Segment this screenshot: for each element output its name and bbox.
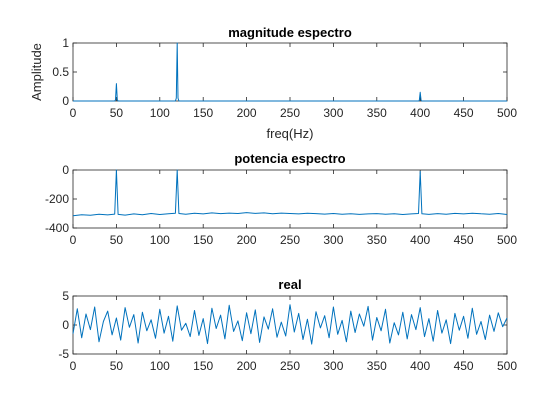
y-tick-label: 5 (62, 289, 69, 303)
series-group (72, 169, 508, 217)
x-tick-label: 300 (323, 359, 343, 373)
x-tick-label: 500 (497, 106, 517, 120)
x-tick-label: 450 (454, 359, 474, 373)
x-tick-label: 250 (280, 233, 300, 247)
subplot-potencia-espectro: potencia espectro 0 50 100 150 200 250 300 350 4… (45, 151, 517, 247)
series-line (72, 304, 508, 345)
x-axis-label: freq(Hz) (267, 126, 314, 141)
x-tick-label: 500 (497, 233, 517, 247)
y-tick-label: -5 (58, 347, 69, 361)
y-tick-label: 0.5 (52, 65, 69, 79)
x-tick-label: 400 (410, 106, 430, 120)
y-tick-label: 0 (62, 318, 69, 332)
x-ticks: 0 50 100 150 200 250 300 350 400 450 500 (70, 296, 517, 373)
x-tick-label: 0 (70, 359, 77, 373)
x-tick-label: 50 (110, 233, 124, 247)
x-tick-label: 150 (193, 106, 213, 120)
x-tick-label: 100 (150, 359, 170, 373)
x-tick-label: 400 (410, 233, 430, 247)
y-tick-label: 1 (62, 36, 69, 50)
x-tick-label: 350 (367, 359, 387, 373)
subplot-real: real 0 50 100 150 200 250 300 350 400 450 500 -505 (58, 277, 517, 373)
y-tick-label: -200 (45, 192, 69, 206)
x-tick-label: 250 (280, 106, 300, 120)
x-tick-label: 0 (70, 106, 77, 120)
plot-area (72, 42, 508, 102)
series-line (72, 169, 508, 217)
x-tick-label: 300 (323, 106, 343, 120)
x-tick-label: 250 (280, 359, 300, 373)
y-ticks: -400 -200 0 (45, 163, 507, 235)
chart-title: potencia espectro (234, 151, 345, 166)
x-tick-label: 100 (150, 233, 170, 247)
x-tick-label: 500 (497, 359, 517, 373)
chart-title: magnitude espectro (228, 25, 352, 40)
x-tick-label: 350 (367, 233, 387, 247)
x-tick-label: 400 (410, 359, 430, 373)
x-tick-label: 300 (323, 233, 343, 247)
x-tick-label: 150 (193, 233, 213, 247)
y-tick-label: 0 (62, 163, 69, 177)
y-tick-label: -400 (45, 221, 69, 235)
x-tick-label: 200 (237, 359, 257, 373)
x-tick-label: 350 (367, 106, 387, 120)
series-group (72, 304, 508, 345)
y-tick-label: 0 (62, 94, 69, 108)
x-tick-label: 0 (70, 233, 77, 247)
x-tick-label: 200 (237, 233, 257, 247)
x-tick-label: 100 (150, 106, 170, 120)
chart-title: real (278, 277, 301, 292)
y-axis-label: Amplitude (29, 43, 44, 101)
series-group (73, 42, 507, 102)
x-ticks: 0 50 100 150 200 250 300 350 400 450 500 (70, 43, 517, 120)
series-line (73, 42, 507, 102)
x-tick-label: 450 (454, 106, 474, 120)
x-tick-label: 50 (110, 106, 124, 120)
x-ticks: 0 50 100 150 200 250 300 350 400 450 500 (70, 170, 517, 247)
subplot-magnitude-espectro: magnitude espectro freq(Hz) Amplitude 0 5… (29, 25, 517, 141)
x-tick-label: 450 (454, 233, 474, 247)
plot-area (72, 169, 508, 229)
x-tick-label: 200 (237, 106, 257, 120)
x-tick-label: 50 (110, 359, 124, 373)
x-tick-label: 150 (193, 359, 213, 373)
